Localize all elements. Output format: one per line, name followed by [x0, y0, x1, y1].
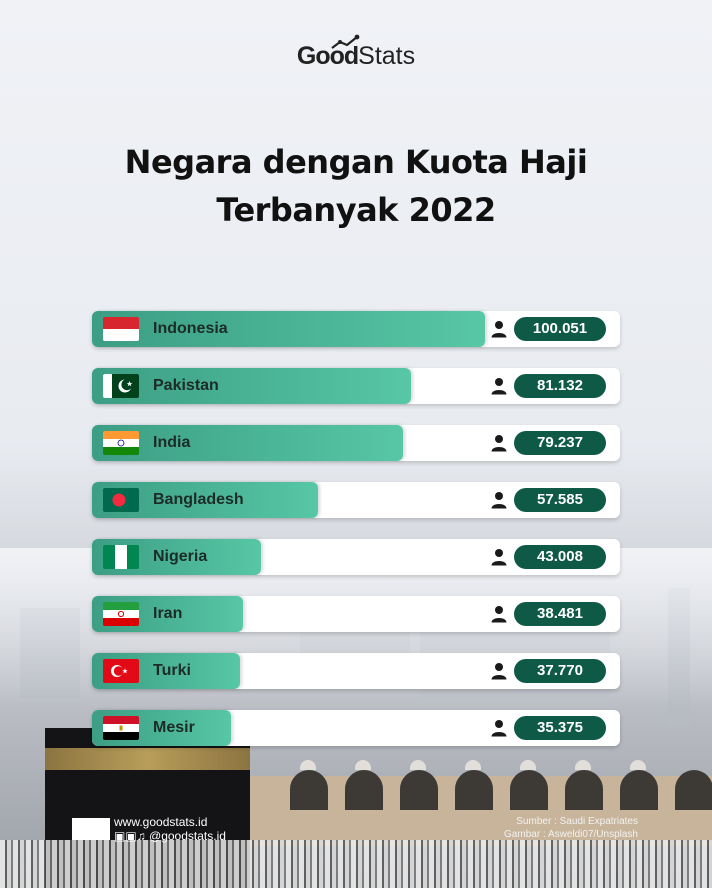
social-icons: ▣▣♫ [114, 829, 146, 843]
footer-right: Sumber : Saudi Expatriates Gambar : Aswe… [504, 815, 638, 841]
value-label-mesir: 35.375 [514, 716, 606, 740]
bar-row-bangladesh: Bangladesh 57.585 [92, 482, 620, 518]
value-label-pakistan: 81.132 [514, 374, 606, 398]
category-label-pakistan: Pakistan [153, 377, 219, 394]
bar-row-nigeria: Nigeria 43.008 [92, 539, 620, 575]
bangladesh-flag [103, 488, 139, 512]
person-icon [490, 320, 508, 338]
bar-row-mesir: Mesir 35.375 [92, 710, 620, 746]
indonesia-flag [103, 317, 139, 341]
goodstats-logo: GoodStats [0, 42, 712, 71]
logo-chart-icon [331, 34, 360, 49]
title-line-1: Negara dengan Kuota Haji [124, 143, 588, 181]
value-label-nigeria: 43.008 [514, 545, 606, 569]
bar-row-india: India 79.237 [92, 425, 620, 461]
website-link[interactable]: www.goodstats.id [114, 815, 208, 829]
person-icon [490, 719, 508, 737]
nigeria-flag [103, 545, 139, 569]
chart-title: Negara dengan Kuota Haji Terbanyak 2022 [0, 138, 712, 234]
image-credit: Gambar : Asweldi07/Unsplash [504, 829, 638, 840]
value-label-india: 79.237 [514, 431, 606, 455]
category-label-mesir: Mesir [153, 719, 195, 736]
category-label-bangladesh: Bangladesh [153, 491, 244, 508]
category-label-nigeria: Nigeria [153, 548, 208, 565]
person-icon [490, 548, 508, 566]
source-text: Sumber : Saudi Expatriates [516, 816, 638, 827]
footer-badge [72, 818, 110, 840]
bar-row-indonesia: Indonesia 100.051 [92, 311, 620, 347]
person-icon [490, 605, 508, 623]
bar-row-turki: Turki 37.770 [92, 653, 620, 689]
bar-india [92, 425, 403, 461]
egypt-flag [103, 716, 139, 740]
pakistan-flag [103, 374, 139, 398]
category-label-iran: Iran [153, 605, 183, 622]
logo-good-text: Good [296, 42, 359, 70]
person-icon [490, 491, 508, 509]
value-label-bangladesh: 57.585 [514, 488, 606, 512]
person-icon [490, 377, 508, 395]
person-icon [490, 434, 508, 452]
category-label-india: India [153, 434, 191, 451]
bar-pakistan [92, 368, 411, 404]
iran-flag [103, 602, 139, 626]
turkey-flag [103, 659, 139, 683]
footer-left: www.goodstats.id ▣▣♫ @goodstats.id [114, 815, 226, 843]
value-label-indonesia: 100.051 [514, 317, 606, 341]
category-label-turki: Turki [153, 662, 191, 679]
value-label-iran: 38.481 [514, 602, 606, 626]
value-label-turki: 37.770 [514, 659, 606, 683]
india-flag [103, 431, 139, 455]
bar-indonesia [92, 311, 485, 347]
title-line-2: Terbanyak 2022 [216, 191, 496, 229]
bar-row-iran: Iran 38.481 [92, 596, 620, 632]
bar-row-pakistan: Pakistan 81.132 [92, 368, 620, 404]
logo-stats-text: Stats [358, 42, 416, 70]
person-icon [490, 662, 508, 680]
category-label-indonesia: Indonesia [153, 320, 228, 337]
social-handle[interactable]: @goodstats.id [149, 829, 226, 843]
